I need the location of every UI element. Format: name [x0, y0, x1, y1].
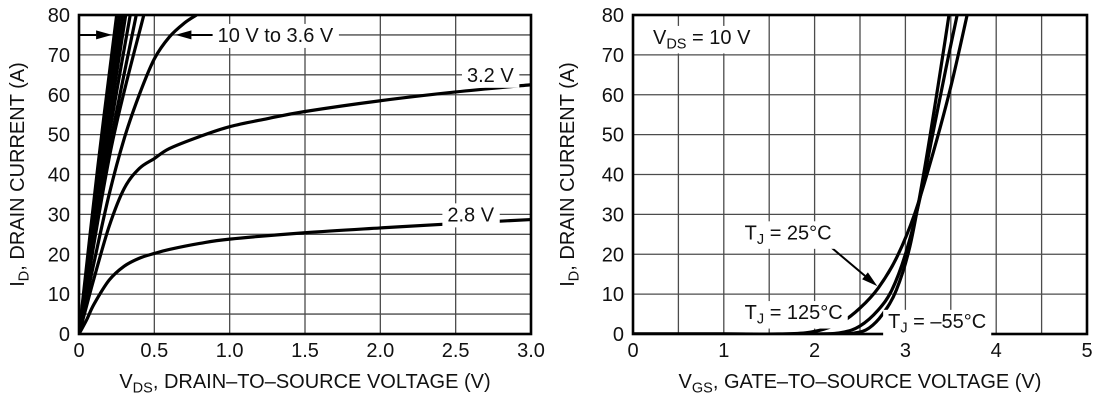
x-tick-label: 0 — [627, 340, 638, 362]
y-tick-label: 20 — [48, 244, 70, 266]
y-tick-label: 0 — [613, 324, 624, 346]
y-tick-label: 60 — [602, 85, 624, 107]
y-tick-label: 10 — [602, 284, 624, 306]
y-tick-label: 40 — [48, 165, 70, 187]
label-text: , DRAIN–TO–SOURCE VOLTAGE (V) — [153, 371, 491, 393]
tj-125c-label-background — [739, 301, 848, 329]
x-tick-labels: 0 1 2 3 4 5 — [627, 340, 1092, 362]
y-tick-labels: 0 10 20 30 40 50 60 70 80 — [602, 5, 624, 346]
x-tick-labels: 0 0.5 1.0 1.5 2.0 2.5 3.0 — [73, 340, 544, 362]
y-tick-labels: 0 10 20 30 40 50 60 70 80 — [48, 5, 70, 346]
x-tick-label: 3.0 — [517, 340, 545, 362]
subscript-text: D — [17, 271, 33, 281]
y-tick-label: 70 — [48, 45, 70, 67]
subscript-text: DS — [133, 381, 153, 397]
y-tick-label: 40 — [602, 165, 624, 187]
vgs-3p2v-curve — [79, 83, 531, 335]
vgs-range-label-background — [212, 23, 339, 48]
vgs-2p8v-label-background — [442, 203, 500, 228]
label-text: = 125°C — [764, 302, 843, 324]
y-tick-label: 80 — [602, 5, 624, 27]
arrow-to-bundle-right — [79, 30, 113, 40]
vgs-2p8v-label: 2.8 V — [447, 204, 494, 226]
vgs-3p6v-curve — [79, 14, 198, 335]
label-text: T — [745, 222, 757, 244]
label-text: T — [745, 302, 757, 324]
y-tick-label: 50 — [48, 125, 70, 147]
label-text: I — [557, 281, 579, 287]
x-axis-title: VGS, GATE–TO–SOURCE VOLTAGE (V) — [679, 371, 1042, 397]
y-tick-label: 10 — [48, 284, 70, 306]
vgs-3p2v-label-background — [461, 63, 520, 88]
x-axis-title: VDS, DRAIN–TO–SOURCE VOLTAGE (V) — [119, 371, 490, 397]
label-text: = 25°C — [764, 222, 831, 244]
label-text: , DRAIN CURRENT (A) — [557, 62, 579, 271]
x-tick-label: 0.5 — [140, 340, 168, 362]
tj-25c-label: TJ = 25°C — [745, 222, 832, 248]
y-tick-label: 0 — [59, 324, 70, 346]
y-axis-title: ID, DRAIN CURRENT (A) — [7, 62, 33, 287]
y-tick-label: 20 — [602, 244, 624, 266]
label-text: 2.8 V — [447, 204, 494, 226]
arrow-head — [96, 30, 113, 40]
y-tick-label: 30 — [602, 204, 624, 226]
tj-125c-label: TJ = 125°C — [745, 302, 843, 328]
y-tick-label: 70 — [602, 45, 624, 67]
grid-group — [79, 15, 531, 334]
x-tick-label: 0 — [73, 340, 84, 362]
label-text: 3.2 V — [467, 65, 514, 87]
label-text: , GATE–TO–SOURCE VOLTAGE (V) — [713, 371, 1042, 393]
subscript-text: J — [757, 312, 764, 328]
subscript-text: J — [757, 232, 764, 248]
plot-frame — [77, 13, 533, 336]
vgs-range-label: 10 V to 3.6 V — [218, 25, 334, 47]
y-tick-label: 50 — [602, 125, 624, 147]
arrow-head — [862, 272, 878, 287]
plot-frame — [631, 13, 1089, 336]
x-tick-label: 1.0 — [216, 340, 244, 362]
label-text: I — [7, 281, 29, 287]
subscript-text: J — [900, 320, 907, 336]
arrow-to-bundle-left — [175, 30, 215, 40]
curves-group — [79, 14, 531, 335]
x-tick-label: 2.0 — [366, 340, 394, 362]
label-text: = –55°C — [908, 311, 987, 333]
x-tick-label: 4 — [991, 340, 1002, 362]
label-text: V — [679, 371, 693, 393]
tj-m55c-label-background — [883, 309, 992, 338]
vgs-4v-line — [79, 14, 146, 335]
x-tick-label: 1 — [718, 340, 729, 362]
vgs-2p8v-curve — [79, 217, 531, 335]
tj-25c-label-background — [739, 221, 837, 249]
x-tick-label: 3 — [900, 340, 911, 362]
label-text: V — [653, 27, 667, 49]
label-text: V — [119, 371, 133, 393]
y-axis-title: ID, DRAIN CURRENT (A) — [557, 62, 583, 287]
output-characteristics-chart: 0 0.5 1.0 1.5 2.0 2.5 3.0 0 10 20 30 40 50 60 70 80 VDS,… — [7, 5, 545, 397]
y-tick-label: 30 — [48, 204, 70, 226]
label-text: , DRAIN CURRENT (A) — [7, 62, 29, 271]
y-tick-label: 80 — [48, 5, 70, 27]
vds-condition-label-background — [647, 25, 757, 54]
x-tick-label: 2.5 — [442, 340, 470, 362]
label-text: 10 V to 3.6 V — [218, 25, 334, 47]
subscript-text: GS — [692, 381, 713, 397]
subscript-text: DS — [666, 36, 686, 52]
label-text: T — [888, 311, 900, 333]
label-text: = 10 V — [686, 27, 751, 49]
x-tick-label: 5 — [1081, 340, 1092, 362]
subscript-text: D — [567, 271, 583, 281]
x-tick-label: 2 — [809, 340, 820, 362]
x-tick-label: 1.5 — [291, 340, 319, 362]
vds-condition-label: VDS = 10 V — [653, 27, 751, 53]
arrow-head — [175, 30, 192, 40]
tj-m55c-label: TJ = –55°C — [888, 311, 986, 337]
vgs-3p2v-label: 3.2 V — [467, 65, 514, 87]
grid-group — [633, 15, 1087, 334]
y-tick-label: 60 — [48, 85, 70, 107]
